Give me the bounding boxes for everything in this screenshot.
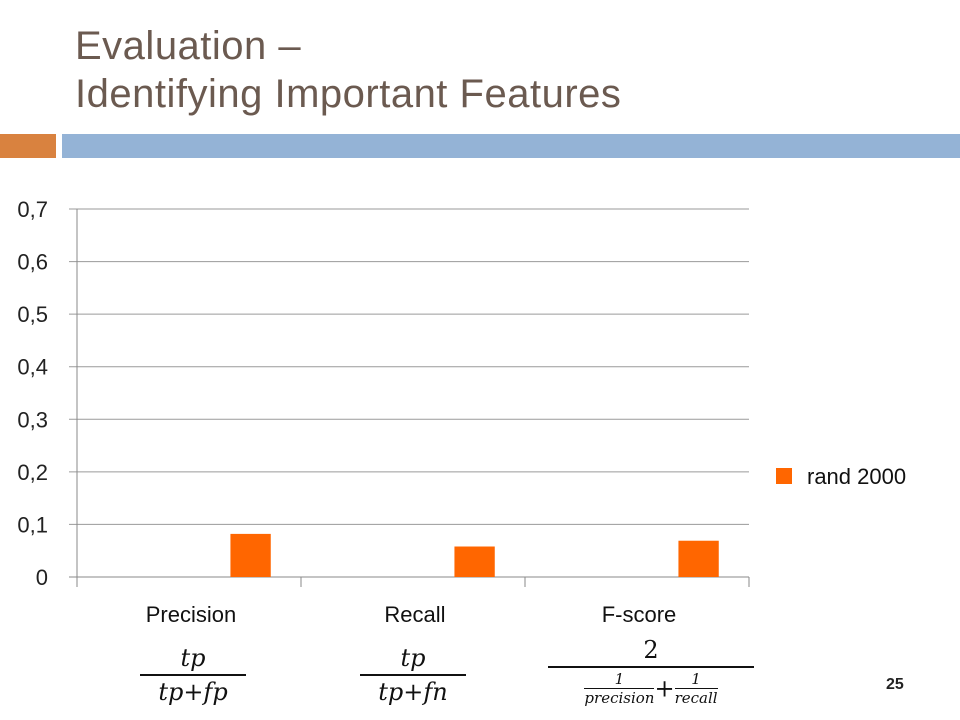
fscore-fraction-bar <box>548 666 754 668</box>
fscore-plus-sign: + <box>654 674 675 703</box>
y-tick-label: 0,6 <box>17 250 48 275</box>
x-tick-label: F-score <box>602 602 677 627</box>
legend-swatch <box>776 468 792 484</box>
y-tick-label: 0,3 <box>17 407 48 432</box>
precision-formula-numerator: tp <box>180 644 206 672</box>
y-tick-label: 0 <box>36 565 48 590</box>
precision-formula-denominator: tp+fp <box>158 678 228 706</box>
chart-grid <box>69 208 750 587</box>
slide-title-line-1: Evaluation – <box>75 24 302 68</box>
recall-fraction-bar <box>360 674 466 676</box>
slide-title: Evaluation – Identifying Important Featu… <box>75 22 621 118</box>
fscore-formula-numerator: 2 <box>643 636 659 664</box>
y-axis-ticks: 0 0,1 0,2 0,3 0,4 0,5 0,6 0,7 <box>17 197 48 590</box>
recall-formula: tp tp+fn <box>360 644 466 706</box>
chart-bars <box>230 533 719 577</box>
precision-formula: tp tp+fp <box>140 644 246 706</box>
y-tick-label: 0,2 <box>17 460 48 485</box>
fscore-formula: 2 1 precision + 1 recall <box>548 636 754 707</box>
page-number: 25 <box>886 676 904 693</box>
fscore-formula-denominator: 1 precision + 1 recall <box>548 670 754 707</box>
recall-formula-denominator: tp+fn <box>378 678 448 706</box>
title-accent-bar-orange <box>0 134 56 158</box>
chart-legend: rand 2000 <box>776 464 906 489</box>
y-tick-label: 0,5 <box>17 302 48 327</box>
slide-title-line-2: Identifying Important Features <box>75 72 622 116</box>
x-tick-label: Precision <box>146 602 236 627</box>
y-tick-label: 0,1 <box>17 512 48 537</box>
y-tick-label: 0,7 <box>17 197 48 222</box>
title-accent-bar-blue <box>62 134 960 158</box>
recall-formula-numerator: tp <box>400 644 426 672</box>
legend-label: rand 2000 <box>807 464 906 489</box>
y-tick-label: 0,4 <box>17 355 48 380</box>
bar-fscore <box>678 540 719 577</box>
bar-chart: 0 0,1 0,2 0,3 0,4 0,5 0,6 0,7 Precision Recall F-… <box>17 197 906 627</box>
fscore-inverse-recall: 1 recall <box>674 670 718 707</box>
precision-fraction-bar <box>140 674 246 676</box>
bar-precision <box>230 533 271 577</box>
x-tick-label: Recall <box>384 602 445 627</box>
bar-recall <box>454 546 495 577</box>
x-axis-ticks: Precision Recall F-score <box>146 602 677 627</box>
fscore-inverse-precision: 1 precision <box>584 670 655 707</box>
